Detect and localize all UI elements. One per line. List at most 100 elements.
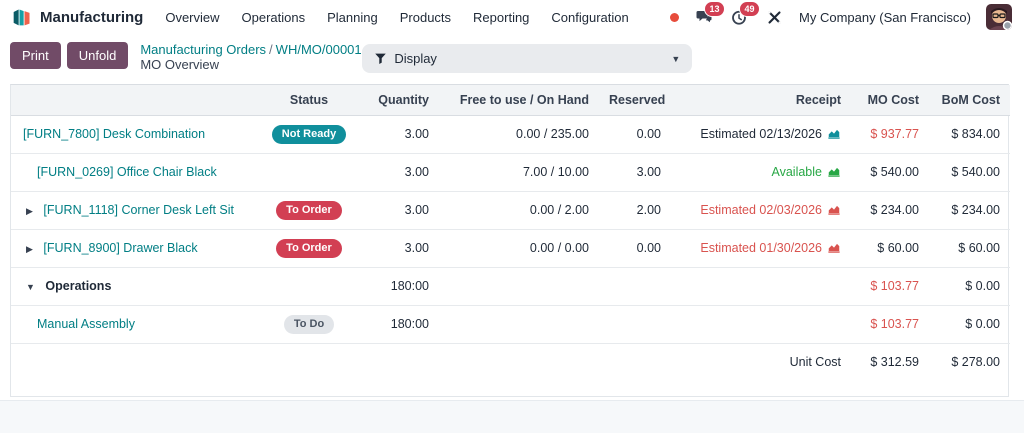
reserved-value: 2.00: [599, 191, 671, 230]
app-name[interactable]: Manufacturing: [40, 8, 144, 26]
top-navbar: Manufacturing Overview Operations Planni…: [0, 0, 1024, 34]
table-row: ▶ [FURN_1118] Corner Desk Left Sit To Or…: [11, 191, 1010, 230]
user-avatar[interactable]: [986, 4, 1012, 30]
receipt-link[interactable]: Estimated 02/03/2026: [700, 203, 841, 217]
forecast-chart-icon[interactable]: [827, 128, 841, 140]
status-badge: Not Ready: [271, 124, 347, 144]
messages-badge: 13: [704, 1, 726, 17]
expand-caret-icon[interactable]: ▶: [26, 206, 33, 216]
receipt-label: Estimated 02/13/2026: [700, 127, 822, 141]
company-switcher[interactable]: My Company (San Francisco): [799, 9, 971, 25]
breadcrumb-separator: /: [269, 42, 273, 57]
forecast-chart-icon[interactable]: [827, 166, 841, 178]
bom-cost-value: $ 234.00: [929, 191, 1010, 230]
page-title: MO Overview: [140, 57, 220, 72]
unit-cost-label: Unit Cost: [789, 355, 841, 370]
receipt-link[interactable]: Available: [771, 165, 841, 179]
bom-cost-value: $ 0.00: [929, 267, 1010, 306]
table-row: [FURN_7800] Desk Combination Not Ready 3…: [11, 115, 1010, 154]
col-quantity: Quantity: [359, 85, 439, 116]
reserved-value: 0.00: [599, 229, 671, 268]
activities-badge: 49: [739, 1, 761, 17]
reserved-value: [599, 305, 671, 344]
forecast-chart-icon[interactable]: [827, 204, 841, 216]
section-row: ▼ Operations 180:00 $ 103.77 $ 0.00: [11, 267, 1010, 306]
col-status: Status: [259, 85, 359, 116]
menu-overview[interactable]: Overview: [165, 9, 220, 25]
operation-link[interactable]: Manual Assembly: [37, 317, 135, 331]
status-badge: To Do: [283, 314, 335, 334]
free-on-hand-value: 0.00 / 0.00: [439, 229, 599, 268]
systray: 13 49 My Company (San Francisco): [670, 1, 1012, 30]
col-product: [11, 85, 259, 116]
mo-overview-card: Status Quantity Free to use / On Hand Re…: [10, 84, 1010, 397]
quantity-value: 3.00: [359, 115, 439, 154]
reserved-value: 0.00: [599, 115, 671, 154]
print-button[interactable]: Print: [10, 42, 61, 69]
free-on-hand-value: 7.00 / 10.00: [439, 153, 599, 192]
mo-overview-table: Status Quantity Free to use / On Hand Re…: [11, 85, 1010, 381]
menu-products[interactable]: Products: [399, 9, 452, 25]
receipt-value: [671, 267, 851, 306]
main-menu: Overview Operations Planning Products Re…: [165, 10, 628, 25]
header-row: Status Quantity Free to use / On Hand Re…: [11, 85, 1010, 116]
mo-cost-value: $ 60.00: [851, 229, 929, 268]
bom-cost-value: $ 540.00: [929, 153, 1010, 192]
product-link[interactable]: [FURN_0269] Office Chair Black: [37, 165, 217, 179]
unfold-button[interactable]: Unfold: [66, 42, 129, 69]
free-on-hand-value: 0.00 / 2.00: [439, 191, 599, 230]
receipt-link[interactable]: Estimated 01/30/2026: [700, 241, 841, 255]
free-on-hand-value: [439, 305, 599, 344]
messages-button[interactable]: 13: [694, 1, 726, 27]
expand-caret-icon[interactable]: ▶: [26, 244, 33, 254]
reserved-value: [599, 267, 671, 306]
receipt-link[interactable]: Estimated 02/13/2026: [700, 127, 841, 141]
free-on-hand-value: 0.00 / 235.00: [439, 115, 599, 154]
display-filter-label: Display: [394, 51, 437, 66]
breadcrumb-current-link[interactable]: WH/MO/00001: [275, 42, 362, 57]
menu-configuration[interactable]: Configuration: [551, 9, 629, 25]
manufacturing-app-icon[interactable]: [12, 7, 32, 27]
collapse-caret-icon[interactable]: ▼: [26, 282, 35, 292]
product-link[interactable]: [FURN_8900] Drawer Black: [43, 241, 198, 255]
mo-cost-value: $ 103.77: [851, 305, 929, 344]
breadcrumb: Manufacturing Orders / WH/MO/00001 MO Over…: [140, 42, 362, 73]
tools-button[interactable]: [764, 7, 784, 27]
mo-cost-value: $ 234.00: [851, 191, 929, 230]
quantity-value: 3.00: [359, 191, 439, 230]
control-panel: Print Unfold Manufacturing Orders / WH/MO/…: [0, 34, 1024, 79]
forecast-chart-icon[interactable]: [827, 242, 841, 254]
page-background-strip: [0, 400, 1024, 433]
bom-cost-value: $ 834.00: [929, 115, 1010, 154]
wrench-icon: [767, 10, 781, 24]
section-title: Operations: [45, 279, 112, 293]
mo-cost-value: $ 937.77: [851, 115, 929, 154]
breadcrumb-parent-link[interactable]: Manufacturing Orders: [140, 42, 267, 57]
mo-cost-value: $ 103.77: [851, 267, 929, 306]
menu-planning[interactable]: Planning: [327, 9, 378, 25]
status-badge: To Order: [276, 238, 342, 258]
free-on-hand-value: [439, 267, 599, 306]
table-row: ▶ [FURN_8900] Drawer Black To Order 3.00…: [11, 229, 1010, 268]
menu-reporting[interactable]: Reporting: [473, 9, 530, 25]
receipt-value: [671, 305, 851, 344]
activities-button[interactable]: 49: [729, 1, 761, 27]
receipt-label: Estimated 01/30/2026: [700, 241, 822, 255]
col-receipt: Receipt: [671, 85, 851, 116]
quantity-value: 3.00: [359, 153, 439, 192]
product-link[interactable]: [FURN_1118] Corner Desk Left Sit: [43, 203, 234, 217]
mo-cost-value: $ 540.00: [851, 153, 929, 192]
recording-indicator-icon: [670, 12, 680, 22]
col-mo-cost: MO Cost: [851, 85, 929, 116]
unit-bom-cost-value: $ 278.00: [951, 355, 1000, 370]
product-link[interactable]: [FURN_7800] Desk Combination: [23, 127, 206, 141]
receipt-label: Available: [771, 165, 822, 179]
menu-operations[interactable]: Operations: [241, 9, 306, 25]
quantity-value: 180:00: [359, 305, 439, 344]
table-row: Manual Assembly To Do 180:00 $ 103.77 $ …: [11, 305, 1010, 344]
display-filter-button[interactable]: Display ▼: [362, 44, 693, 73]
quantity-value: 180:00: [359, 267, 439, 306]
table-row: [FURN_0269] Office Chair Black 3.00 7.00…: [11, 153, 1010, 192]
bom-cost-value: $ 0.00: [929, 305, 1010, 344]
filter-funnel-icon: [374, 52, 387, 65]
